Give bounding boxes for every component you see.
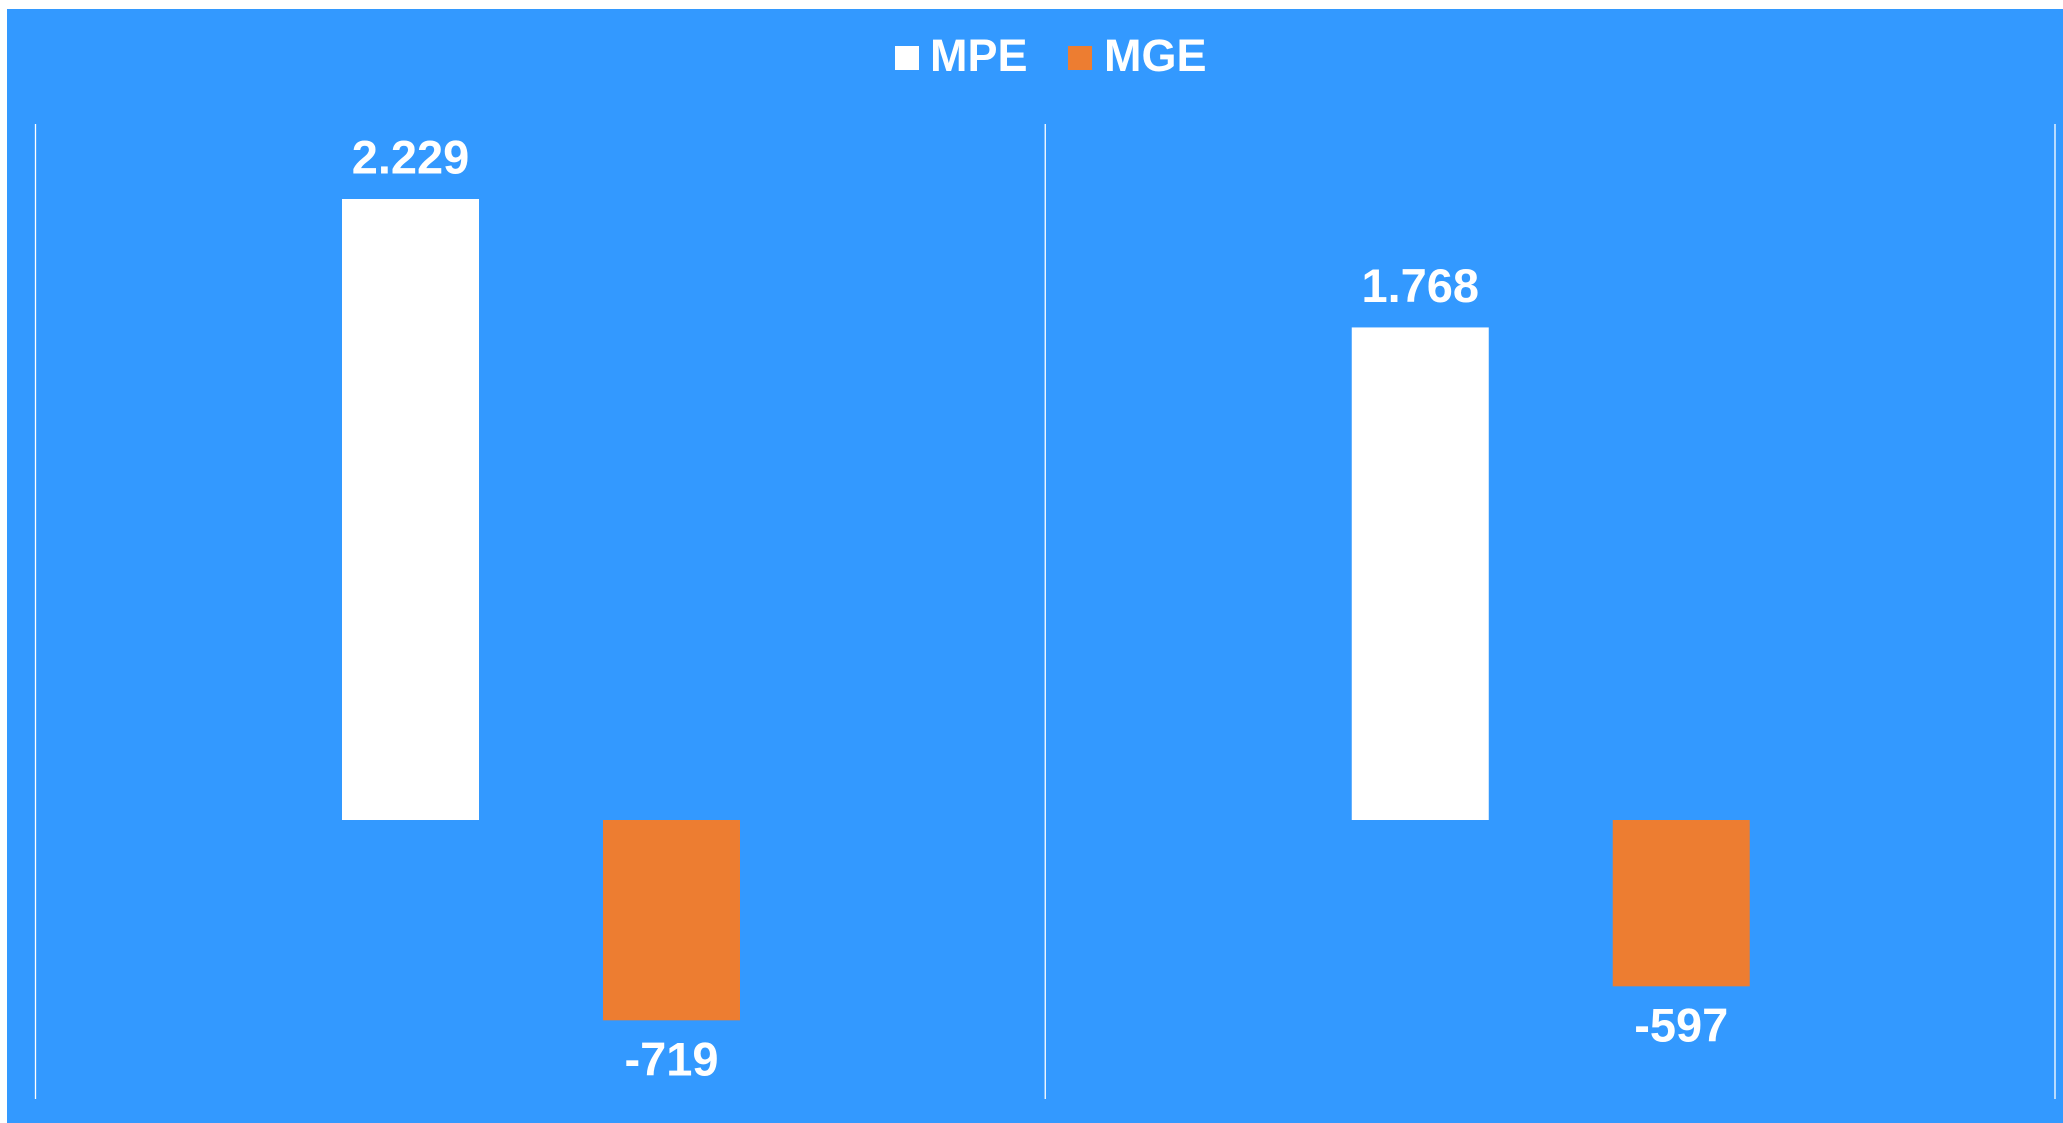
data-label: -719	[624, 1033, 718, 1086]
bar	[342, 199, 479, 820]
legend-label: MPE	[930, 30, 1028, 81]
bar	[1351, 327, 1489, 820]
data-label: 1.768	[1361, 259, 1479, 312]
bar	[1612, 820, 1750, 987]
data-label: -597	[1634, 999, 1728, 1052]
bar	[603, 820, 740, 1021]
data-label: 2.229	[352, 130, 470, 183]
legend-label: MGE	[1104, 30, 1207, 81]
legend-swatch	[1068, 46, 1092, 70]
legend-swatch	[895, 46, 919, 70]
chart-background	[7, 9, 2063, 1123]
